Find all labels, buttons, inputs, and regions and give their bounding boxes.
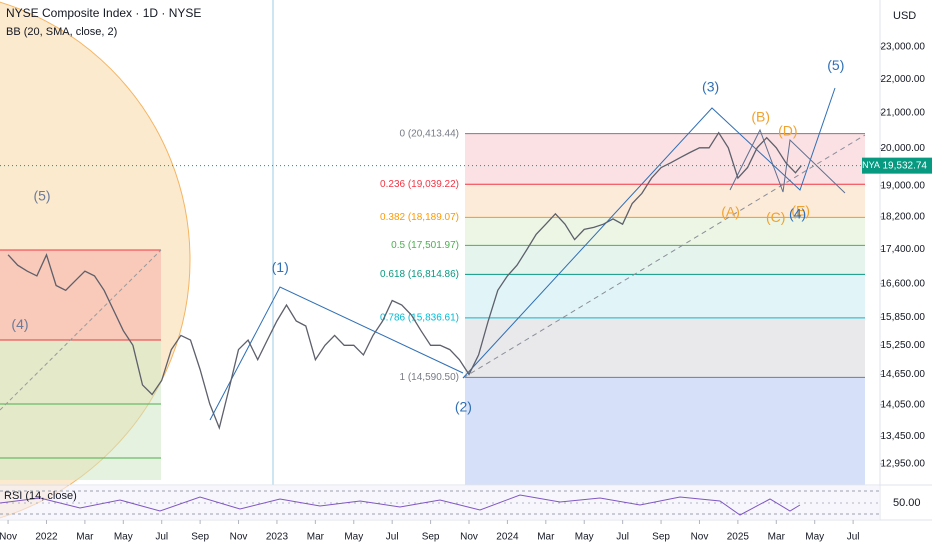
x-tick-label: May: [805, 532, 824, 543]
y-tick-label: 15,250.00: [881, 340, 926, 351]
fib-zone: [465, 274, 865, 318]
wave-label: (C): [766, 209, 785, 225]
axis-layer: 23,000.00 22,000.00 21,000.00 20,000.00 19,0…: [0, 42, 932, 543]
x-tick-label: Mar: [537, 532, 555, 543]
x-tick-label: Jul: [847, 532, 860, 543]
x-tick-label: Sep: [191, 532, 209, 543]
fib-zone: [465, 317, 865, 378]
last-price-name: NYA: [862, 160, 880, 170]
x-tick-label: 2025: [727, 532, 750, 543]
wave-label: (D): [778, 123, 797, 139]
x-tick-label: Nov: [460, 532, 478, 543]
x-tick-label: Nov: [230, 532, 248, 543]
fib-label: 0 (20,413.44): [400, 128, 460, 139]
y-tick-label: 23,000.00: [881, 42, 926, 53]
x-tick-label: May: [344, 532, 363, 543]
price-line: [7, 131, 802, 431]
chart-title: NYSE Composite Index · 1D · NYSE: [6, 6, 201, 20]
fib-label: 0.618 (16,814.86): [380, 269, 459, 280]
y-tick-label: 20,000.00: [881, 143, 926, 154]
y-tick-label: 22,000.00: [881, 74, 926, 85]
fib-zone: [465, 184, 865, 218]
y-tick-label: 15,850.00: [881, 312, 926, 323]
y-tick-label: 14,650.00: [881, 369, 926, 380]
fib-zone: [465, 377, 865, 485]
fib-label: 1 (14,590.50): [400, 372, 460, 383]
last-price-tag: [862, 157, 932, 174]
fib-label: 0.786 (15,836.61): [380, 313, 459, 324]
wave-label: (3): [702, 79, 719, 95]
y-tick-label: 12,950.00: [881, 459, 926, 470]
x-tick-label: May: [114, 532, 133, 543]
wave-label: (4): [789, 206, 806, 222]
x-tick-label: Jul: [386, 532, 399, 543]
box-drawing: [0, 340, 161, 480]
rsi-level-label: 50.00: [893, 497, 921, 509]
y-tick-label: 17,400.00: [881, 244, 926, 255]
triangle-line: [729, 128, 846, 194]
x-tick-label: 2024: [496, 532, 519, 543]
data-layer: [0, 131, 880, 431]
x-tick-label: May: [575, 532, 594, 543]
x-tick-label: Mar: [307, 532, 325, 543]
wave-label: (5): [827, 57, 844, 73]
wave-label: (B): [751, 109, 770, 125]
wave-line: [209, 286, 464, 421]
wave-label: (E): [791, 202, 810, 218]
rsi-title: RSI (14, close): [4, 490, 77, 502]
y-tick-label: 16,600.00: [881, 278, 926, 289]
x-tick-label: 2022: [35, 532, 58, 543]
x-tick-label: Mar: [76, 532, 94, 543]
x-tick-label: Jul: [155, 532, 168, 543]
x-tick-label: Nov: [691, 532, 709, 543]
y-tick-label: 14,050.00: [881, 399, 926, 410]
wave-label: (1): [272, 259, 289, 275]
x-tick-label: 2023: [266, 532, 289, 543]
y-tick-label: 21,000.00: [881, 108, 926, 119]
annotation-layer: (5)(4)(1)(2)(3)(5)(B)(D)(A) (C) (E)(4): [11, 57, 844, 415]
wave-label: (A): [721, 204, 740, 220]
last-price-label: 19,532.74: [883, 160, 928, 171]
x-tick-label: Jul: [616, 532, 629, 543]
box-drawing: [0, 250, 161, 340]
rsi-line: [0, 494, 801, 516]
x-tick-label: Sep: [422, 532, 440, 543]
y-axis-label: USD: [893, 10, 916, 22]
fib-zone: [465, 245, 865, 275]
trendline: [0, 249, 162, 411]
trendline: [462, 134, 866, 379]
chart-subtitle: BB (20, SMA, close, 2): [6, 26, 117, 38]
x-tick-label: Mar: [768, 532, 786, 543]
wave-label: (2): [455, 399, 472, 415]
background-layer: [0, 0, 274, 519]
x-tick-label: Nov: [0, 532, 17, 543]
wave-label: (5): [33, 188, 50, 204]
y-tick-label: 18,200.00: [881, 212, 926, 223]
x-tick-label: Sep: [652, 532, 670, 543]
wave-label: (4): [11, 316, 28, 332]
y-tick-label: 13,450.00: [881, 431, 926, 442]
fib-label: 0.5 (17,501.97): [391, 240, 459, 251]
fib-label: 0.382 (18,189.07): [380, 212, 459, 223]
fib-label: 0.236 (19,039.22): [380, 179, 459, 190]
y-tick-label: 19,000.00: [881, 180, 926, 191]
